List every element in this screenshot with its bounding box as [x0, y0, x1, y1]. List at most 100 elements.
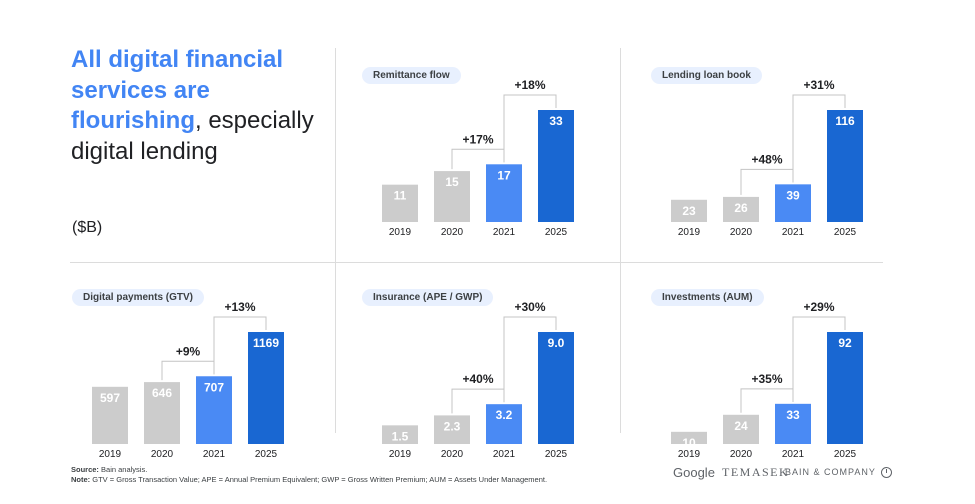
bar-chart-svg: 597 2019 646 2020 707 2021 1169 2025 +9% +13%	[92, 300, 284, 460]
google-logo: Google	[673, 462, 715, 482]
chart-digital-payments: Digital payments (GTV) 597 2019 646 2020 707…	[72, 289, 332, 489]
bain-mark-icon	[880, 466, 892, 478]
bar-2020	[723, 414, 759, 444]
bar-value-label: 10	[682, 436, 696, 450]
x-tick-label: 2025	[255, 449, 278, 460]
x-tick-label: 2020	[730, 227, 753, 238]
note-label: Note:	[71, 475, 91, 484]
bar-2019	[92, 386, 128, 444]
growth-label: +18%	[514, 78, 545, 92]
bar-2025	[248, 332, 284, 444]
growth-label: +31%	[803, 78, 834, 92]
bar-2025	[538, 110, 574, 222]
chart-title-pill: Investments (AUM)	[651, 289, 764, 306]
x-tick-label: 2021	[203, 449, 226, 460]
x-tick-label: 2019	[389, 227, 412, 238]
bar-2019	[671, 431, 707, 444]
chart-title-pill: Digital payments (GTV)	[72, 289, 205, 306]
bar-value-label: 39	[786, 188, 800, 202]
bar-value-label: 11	[394, 189, 407, 203]
x-tick-label: 2025	[834, 449, 857, 460]
bar-value-label: 33	[786, 408, 800, 422]
x-tick-label: 2021	[493, 449, 516, 460]
headline-highlight: All digital financial services are flour…	[71, 46, 284, 134]
bar-chart-svg: 23 2019 26 2020 39 2021 116 2025 +48% +31%	[671, 78, 863, 238]
growth-label: +17%	[462, 132, 493, 146]
growth-label: +48%	[751, 152, 782, 166]
chart-title-pill: Lending loan book	[651, 67, 762, 84]
growth-connector	[503, 94, 557, 163]
bar-value-label: 646	[152, 386, 172, 400]
bar-2020	[723, 196, 759, 222]
growth-label: +13%	[224, 300, 255, 314]
bar-value-label: 92	[838, 336, 852, 350]
divider-vertical	[620, 48, 621, 433]
chart-lending-loan-book: Lending loan book 23 2019 26 2020 39 2021 116 2…	[651, 67, 911, 267]
chart-title-pill: Remittance flow	[362, 67, 461, 84]
bar-value-label: 26	[734, 201, 748, 215]
bar-2021	[775, 403, 811, 444]
google-logo-text: Google	[673, 464, 715, 480]
x-tick-label: 2020	[441, 227, 464, 238]
unit-label: ($B)	[72, 219, 103, 236]
growth-label: +29%	[803, 300, 834, 314]
bar-value-label: 1169	[253, 336, 279, 350]
x-tick-label: 2021	[782, 449, 805, 460]
footnote: Source: Bain analysis. Note: GTV = Gross…	[71, 465, 547, 485]
bar-value-label: 24	[734, 419, 748, 433]
bar-value-label: 9.0	[548, 336, 565, 350]
divider-horizontal	[70, 262, 883, 263]
source-text: Bain analysis.	[101, 465, 148, 474]
headline: All digital financial services are flour…	[71, 45, 321, 167]
bar-2021	[486, 404, 522, 444]
bar-value-label: 707	[204, 380, 224, 394]
growth-label: +35%	[751, 372, 782, 386]
growth-connector	[792, 94, 846, 183]
growth-connector	[213, 316, 267, 375]
headline-comma: ,	[194, 107, 202, 134]
bar-2025	[827, 332, 863, 444]
x-tick-label: 2025	[545, 449, 568, 460]
bar-2019	[382, 425, 418, 444]
source-label: Source:	[71, 465, 99, 474]
bar-2025	[827, 110, 863, 222]
bar-value-label: 597	[100, 391, 120, 405]
bain-logo-text: BAIN & COMPANY	[785, 467, 876, 477]
bar-2021	[775, 184, 811, 222]
bar-value-label: 17	[497, 168, 511, 182]
x-tick-label: 2025	[834, 227, 857, 238]
divider-vertical	[335, 48, 336, 433]
bar-value-label: 2.3	[444, 419, 461, 433]
bar-chart-svg: 1.5 2019 2.3 2020 3.2 2021 9.0 2025 +40% +30%	[382, 300, 574, 460]
x-tick-label: 2019	[678, 227, 701, 238]
chart-insurance: Insurance (APE / GWP) 1.5 2019 2.3 2020 3.2 2…	[362, 289, 622, 489]
bar-2021	[486, 164, 522, 222]
headline-rest: especially digital lending	[71, 107, 314, 165]
bain-logo: BAIN & COMPANY	[785, 462, 892, 482]
temasek-logo-text: TEMASEK	[722, 464, 790, 479]
bar-2019	[382, 184, 418, 222]
bar-2020	[434, 415, 470, 444]
bar-2021	[196, 376, 232, 444]
x-tick-label: 2019	[389, 449, 412, 460]
growth-connector	[503, 316, 557, 403]
x-tick-label: 2025	[545, 227, 568, 238]
x-tick-label: 2020	[441, 449, 464, 460]
growth-connector	[792, 316, 846, 402]
bar-value-label: 33	[549, 114, 563, 128]
growth-label: +40%	[462, 372, 493, 386]
x-tick-label: 2020	[151, 449, 174, 460]
chart-investments: Investments (AUM) 10 2019 24 2020 33 2021 92 20…	[651, 289, 911, 489]
growth-label: +9%	[176, 344, 201, 358]
x-tick-label: 2021	[493, 227, 516, 238]
x-tick-label: 2021	[782, 227, 805, 238]
bar-2019	[671, 199, 707, 222]
x-tick-label: 2019	[678, 449, 701, 460]
chart-title-pill: Insurance (APE / GWP)	[362, 289, 494, 306]
note-text: GTV = Gross Transaction Value; APE = Ann…	[92, 475, 548, 484]
bar-value-label: 15	[445, 175, 459, 189]
x-tick-label: 2020	[730, 449, 753, 460]
bar-2020	[144, 382, 180, 444]
x-tick-label: 2019	[99, 449, 122, 460]
bar-value-label: 23	[682, 204, 696, 218]
